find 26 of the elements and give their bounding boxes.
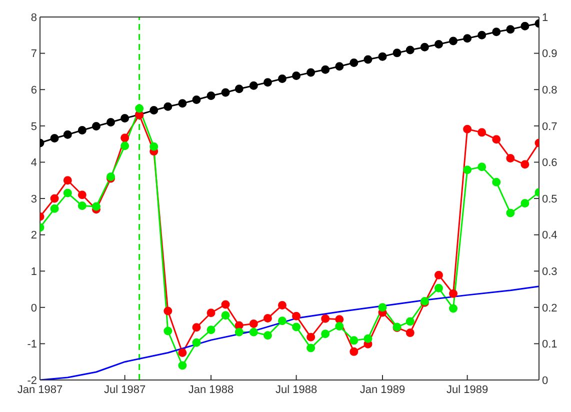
x-tick-label: Jan 1989 (360, 384, 406, 396)
y2-tick-label: 1 (542, 12, 548, 24)
x-tick-label: Jul 1987 (104, 384, 146, 396)
y2-tick-label: 0.3 (542, 266, 558, 278)
y-tick-label: 6 (30, 84, 37, 97)
y2-tick-label: 0.5 (542, 193, 558, 206)
x-tick-label: Jul 1989 (446, 384, 488, 396)
y-tick-label: 0 (30, 302, 37, 314)
y2-tick-label: 0.7 (542, 120, 558, 133)
y2-tick-label: 0.9 (542, 48, 558, 60)
y-tick-label: 2 (30, 230, 37, 242)
y2-tick-label: 0.4 (542, 230, 558, 242)
y-tick-label: 5 (30, 120, 37, 133)
y-tick-label: 4 (30, 157, 37, 170)
y-tick-label: 1 (30, 266, 37, 278)
y-tick-label: 3 (30, 193, 37, 206)
y2-tick-label: 0.8 (542, 84, 558, 97)
y2-tick-label: 0.2 (542, 302, 558, 314)
x-tick-label: Jan 1988 (188, 384, 234, 396)
y-tick-label: 8 (30, 12, 37, 24)
y2-tick-label: 0.6 (542, 157, 558, 170)
y2-tick-label: 0.1 (542, 338, 558, 351)
y-tick-label: -1 (27, 338, 37, 351)
x-tick-label: Jul 1988 (275, 384, 318, 396)
y2-tick-label: 0 (542, 374, 548, 387)
y-tick-label: 7 (30, 48, 37, 60)
